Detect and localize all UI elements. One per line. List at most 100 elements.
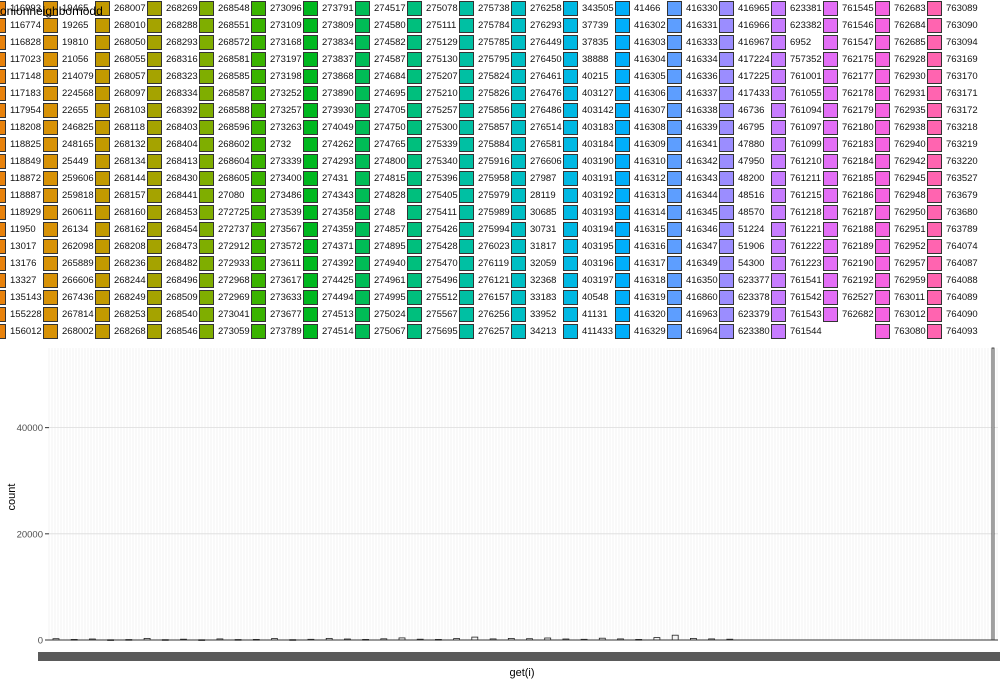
legend-entry: 273486	[251, 187, 303, 204]
legend-entry: 416350	[667, 272, 719, 289]
legend-entry: 416860	[667, 289, 719, 306]
legend-label: 274582	[374, 37, 406, 48]
legend-entry: 265889	[43, 255, 95, 272]
legend-entry: 623381	[771, 0, 823, 17]
legend-entry: 41131	[563, 306, 615, 323]
legend-swatch	[615, 103, 630, 118]
legend-swatch	[719, 324, 734, 339]
legend-swatch	[43, 324, 58, 339]
legend-swatch	[511, 239, 526, 254]
legend-entry: 763094	[927, 34, 979, 51]
legend-entry: 762938	[875, 119, 927, 136]
legend-swatch	[147, 35, 162, 50]
legend-entry: 268404	[147, 136, 199, 153]
legend-label: 762935	[894, 105, 926, 116]
legend-column: 275078 275111 275129 275130 275207 275210 2752…	[407, 0, 459, 342]
legend-label: 623382	[790, 20, 822, 31]
legend-label: 135143	[10, 292, 42, 303]
legend-label: 764087	[946, 258, 978, 269]
legend-entry: 275989	[459, 204, 511, 221]
legend-entry: 37835	[563, 34, 615, 51]
legend-entry: 268496	[147, 272, 199, 289]
legend-label: 274765	[374, 139, 406, 150]
legend-swatch	[407, 222, 422, 237]
legend-entry: 118887	[0, 187, 43, 204]
legend-swatch	[667, 205, 682, 220]
legend-swatch	[719, 52, 734, 67]
legend-entry: 761097	[771, 119, 823, 136]
legend-entry: 762190	[823, 255, 875, 272]
legend-swatch	[303, 52, 318, 67]
legend-label: 416338	[686, 105, 718, 116]
legend-swatch	[771, 188, 786, 203]
legend-label: 623380	[738, 326, 770, 337]
legend-label: 27080	[218, 190, 245, 201]
legend-entry: 275210	[407, 85, 459, 102]
legend-entry: 268546	[147, 323, 199, 340]
legend-label: 41131	[582, 309, 608, 320]
legend-label: 274705	[374, 105, 406, 116]
legend-column: 274517 274580 274582 274587 274684 274695 2747…	[355, 0, 407, 342]
legend-label: 246825	[62, 122, 94, 133]
legend-entry: 416312	[615, 170, 667, 187]
legend-label: 13327	[10, 275, 37, 286]
legend-label: 47950	[738, 156, 765, 167]
legend-label: 276258	[530, 3, 562, 14]
legend-entry: 762930	[875, 68, 927, 85]
legend-entry: 2732	[251, 136, 303, 153]
legend-entry: 623377	[719, 272, 771, 289]
legend-swatch	[667, 307, 682, 322]
legend-swatch	[823, 188, 838, 203]
legend-swatch	[251, 205, 266, 220]
legend-label: 762928	[894, 54, 926, 65]
legend-entry: 416313	[615, 187, 667, 204]
legend-swatch	[95, 154, 110, 169]
legend-label: 275078	[426, 3, 458, 14]
legend-swatch	[875, 52, 890, 67]
legend-entry: 273572	[251, 238, 303, 255]
legend-swatch	[667, 35, 682, 50]
legend-swatch	[719, 103, 734, 118]
legend-swatch	[875, 35, 890, 50]
legend-label: 268208	[114, 241, 146, 252]
legend-entry: 268604	[199, 153, 251, 170]
legend-label: 118887	[10, 190, 41, 201]
legend-entry: 273809	[303, 17, 355, 34]
legend-label: 274750	[374, 122, 406, 133]
legend-swatch	[303, 273, 318, 288]
legend-label: 268103	[114, 105, 146, 116]
legend-label: 27987	[530, 173, 557, 184]
legend-swatch	[459, 1, 474, 16]
legend-label: 416337	[686, 88, 718, 99]
legend-label: 31817	[530, 241, 557, 252]
legend-label: 22655	[62, 105, 89, 116]
legend-label: 268540	[166, 309, 198, 320]
legend-label: 275067	[374, 326, 406, 337]
legend-swatch	[823, 239, 838, 254]
legend-entry: 27080	[199, 187, 251, 204]
legend-label: 403196	[582, 258, 614, 269]
legend-swatch	[823, 120, 838, 135]
legend-label: 276256	[478, 309, 510, 320]
legend-swatch	[251, 1, 266, 16]
legend-swatch	[563, 86, 578, 101]
legend-entry: 762959	[875, 272, 927, 289]
legend-label: 764074	[946, 241, 978, 252]
legend-swatch	[615, 35, 630, 50]
legend-swatch	[199, 256, 214, 271]
legend-label: 276450	[530, 54, 562, 65]
legend-entry: 761099	[771, 136, 823, 153]
legend-entry: 268572	[199, 34, 251, 51]
legend-label: 268588	[218, 105, 250, 116]
legend-label: 273096	[270, 3, 302, 14]
legend-label: 416319	[634, 292, 666, 303]
legend-label: 403192	[582, 190, 614, 201]
legend-entry: 268588	[199, 102, 251, 119]
legend-swatch	[511, 154, 526, 169]
legend-label: 274580	[374, 20, 406, 31]
legend-label: 118849	[10, 156, 41, 167]
legend-entry: 763680	[927, 204, 979, 221]
legend-entry: 268548	[199, 0, 251, 17]
legend-entry: 25449	[43, 153, 95, 170]
legend-label: 273677	[270, 309, 302, 320]
